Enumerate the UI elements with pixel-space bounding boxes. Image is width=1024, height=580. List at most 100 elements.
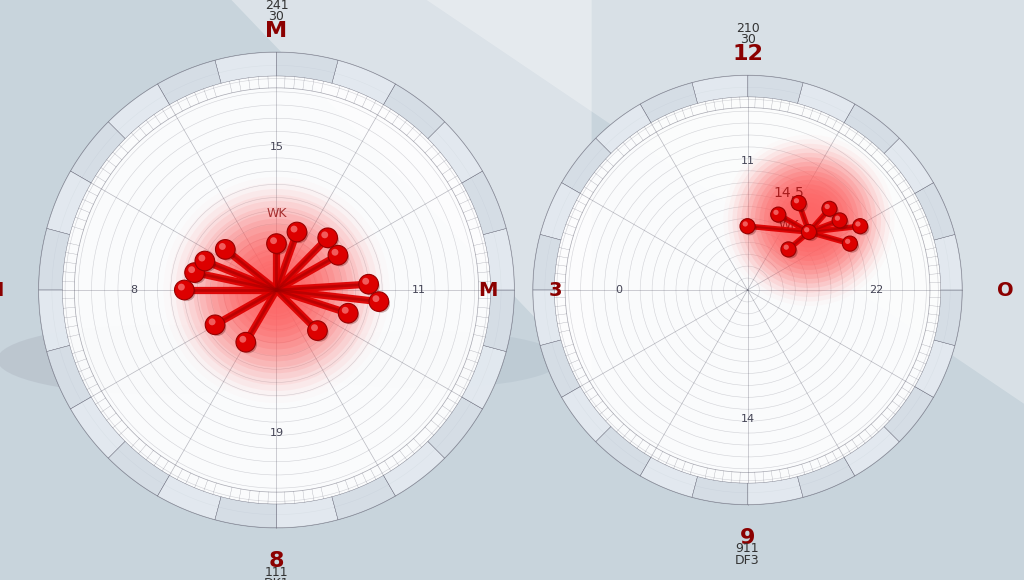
- Circle shape: [342, 307, 348, 314]
- Circle shape: [853, 219, 867, 234]
- Circle shape: [178, 284, 184, 291]
- Circle shape: [800, 211, 818, 230]
- Circle shape: [833, 213, 847, 228]
- Text: 14: 14: [740, 414, 755, 424]
- Text: 3: 3: [549, 281, 562, 299]
- Circle shape: [777, 189, 841, 252]
- Circle shape: [373, 295, 390, 313]
- Circle shape: [742, 222, 748, 227]
- Circle shape: [229, 242, 324, 338]
- Polygon shape: [541, 183, 581, 240]
- Polygon shape: [748, 75, 803, 103]
- Polygon shape: [692, 477, 748, 505]
- Circle shape: [855, 222, 860, 227]
- Circle shape: [784, 245, 798, 259]
- Polygon shape: [640, 83, 697, 123]
- Circle shape: [846, 239, 859, 253]
- Circle shape: [804, 227, 809, 233]
- Circle shape: [332, 249, 349, 266]
- Circle shape: [175, 189, 378, 391]
- Text: M: M: [0, 281, 4, 299]
- Polygon shape: [276, 496, 338, 528]
- Polygon shape: [109, 84, 170, 139]
- Text: 9: 9: [739, 528, 756, 548]
- Circle shape: [822, 201, 837, 216]
- Text: WK: WK: [266, 208, 287, 220]
- Polygon shape: [109, 441, 170, 496]
- Text: 911: 911: [735, 542, 760, 555]
- Text: 11: 11: [413, 285, 426, 295]
- Circle shape: [732, 144, 886, 297]
- Polygon shape: [71, 397, 125, 458]
- Polygon shape: [844, 104, 899, 154]
- Circle shape: [781, 242, 796, 257]
- Polygon shape: [914, 183, 954, 240]
- Text: DK1: DK1: [263, 577, 290, 580]
- Circle shape: [181, 195, 372, 385]
- Circle shape: [751, 162, 867, 279]
- Circle shape: [215, 240, 236, 259]
- Polygon shape: [462, 346, 506, 409]
- Circle shape: [291, 226, 308, 243]
- Circle shape: [236, 332, 256, 352]
- Circle shape: [792, 195, 806, 211]
- Circle shape: [194, 206, 359, 374]
- Circle shape: [743, 222, 757, 235]
- Circle shape: [362, 278, 369, 285]
- Circle shape: [332, 249, 338, 256]
- Circle shape: [358, 274, 379, 294]
- Circle shape: [234, 248, 318, 332]
- Polygon shape: [844, 426, 899, 476]
- Circle shape: [223, 237, 330, 343]
- Circle shape: [745, 157, 872, 284]
- Text: 210: 210: [735, 22, 760, 35]
- Ellipse shape: [285, 331, 562, 389]
- Circle shape: [311, 324, 329, 342]
- Circle shape: [240, 336, 257, 353]
- Circle shape: [740, 219, 755, 234]
- Text: 30: 30: [268, 10, 285, 23]
- Circle shape: [39, 52, 514, 528]
- Circle shape: [836, 216, 849, 230]
- Circle shape: [264, 278, 289, 302]
- Circle shape: [217, 231, 336, 349]
- Polygon shape: [541, 340, 581, 397]
- Circle shape: [771, 207, 785, 222]
- Circle shape: [764, 175, 854, 266]
- Circle shape: [322, 231, 328, 238]
- Circle shape: [240, 336, 246, 343]
- Circle shape: [728, 139, 890, 302]
- Polygon shape: [884, 138, 933, 194]
- Circle shape: [187, 201, 366, 379]
- Circle shape: [362, 278, 380, 295]
- Circle shape: [270, 237, 276, 244]
- Circle shape: [342, 307, 359, 324]
- Polygon shape: [220, 0, 592, 377]
- Polygon shape: [914, 340, 954, 397]
- Circle shape: [338, 303, 358, 323]
- Polygon shape: [692, 75, 748, 103]
- Polygon shape: [596, 426, 651, 476]
- Polygon shape: [71, 122, 125, 183]
- Polygon shape: [483, 290, 514, 351]
- Polygon shape: [47, 346, 91, 409]
- Circle shape: [373, 295, 379, 302]
- Polygon shape: [47, 171, 91, 234]
- Text: 15: 15: [269, 142, 284, 153]
- Polygon shape: [332, 476, 395, 520]
- Circle shape: [791, 202, 827, 238]
- Circle shape: [219, 243, 225, 250]
- Circle shape: [317, 228, 338, 248]
- Circle shape: [782, 193, 836, 248]
- Circle shape: [805, 216, 813, 225]
- Polygon shape: [748, 477, 803, 505]
- Circle shape: [241, 254, 312, 326]
- Circle shape: [825, 204, 839, 218]
- Polygon shape: [483, 229, 514, 290]
- Polygon shape: [562, 387, 611, 442]
- Polygon shape: [276, 52, 338, 84]
- Circle shape: [737, 148, 881, 292]
- Polygon shape: [158, 60, 221, 104]
- Circle shape: [796, 207, 822, 234]
- Text: 0: 0: [615, 285, 623, 295]
